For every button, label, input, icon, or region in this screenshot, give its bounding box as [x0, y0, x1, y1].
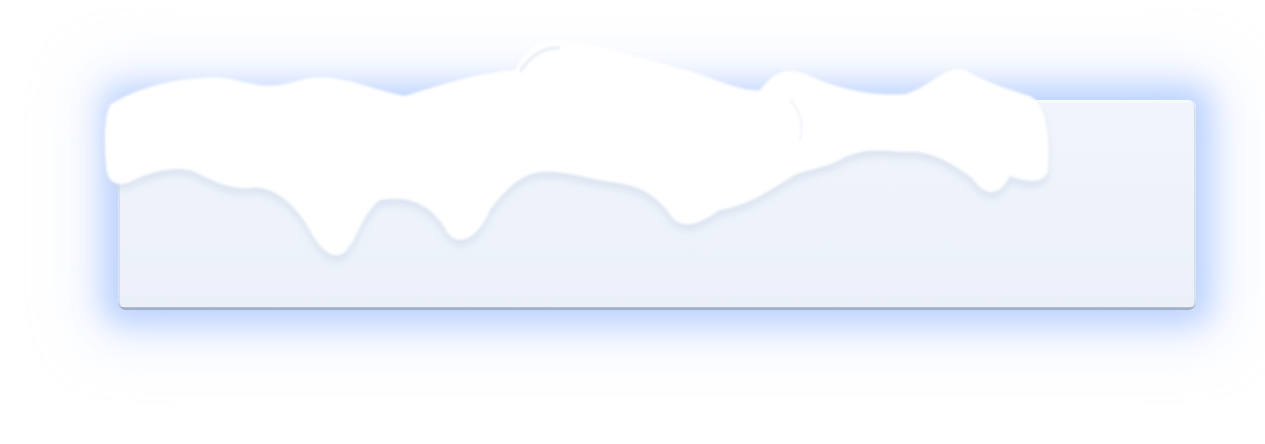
snow-textured-panel [118, 100, 1196, 310]
snow-grain-texture [118, 100, 1196, 310]
panel-bottom-edge [118, 307, 1196, 310]
